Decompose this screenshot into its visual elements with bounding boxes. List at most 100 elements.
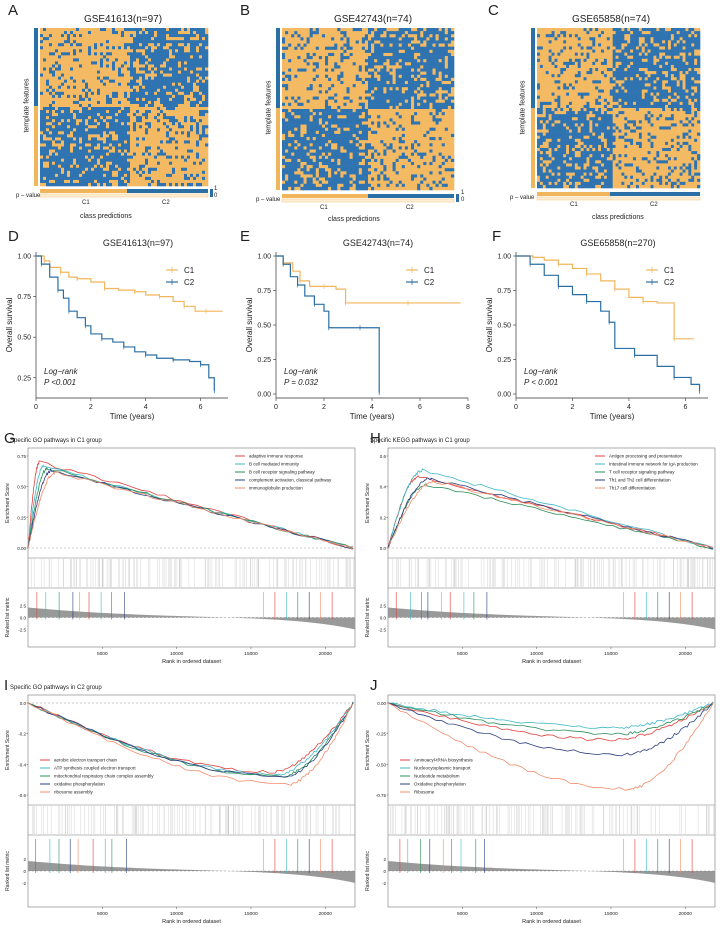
heatmap-cell: [112, 67, 116, 71]
heatmap-cell: [64, 85, 68, 90]
heatmap-cell: [309, 52, 314, 57]
heatmap-cell: [139, 55, 143, 59]
heatmap-cell: [377, 77, 381, 82]
heatmap-cell: [178, 37, 182, 41]
heatmap-cell: [450, 28, 455, 32]
heatmap-cell: [52, 170, 56, 175]
heatmap-cell: [49, 79, 53, 83]
heatmap-cell: [199, 128, 203, 132]
heatmap-cell: [371, 68, 375, 72]
heatmap-cell: [76, 28, 80, 32]
heatmap-cell: [300, 96, 304, 100]
heatmap-cell: [121, 143, 125, 147]
heatmap-cell: [315, 118, 320, 122]
heatmap-cell: [395, 96, 400, 100]
heatmap-cell: [318, 93, 323, 97]
heatmap-cell: [82, 94, 86, 99]
heatmap-cell: [340, 87, 344, 91]
heatmap-cell: [199, 116, 203, 120]
heatmap-cell: [40, 122, 44, 126]
heatmap-cell: [103, 31, 107, 35]
heatmap-cell: [377, 34, 381, 38]
heatmap-cell: [91, 158, 95, 162]
heatmap-cell: [401, 124, 406, 128]
heatmap-cell: [52, 46, 56, 50]
heatmap-cell: [94, 82, 98, 87]
heatmap-cell: [103, 119, 107, 123]
heatmap-cell: [97, 173, 101, 178]
heatmap-cell: [58, 40, 62, 44]
feature-bar-c2: [34, 28, 38, 106]
heatmap-cell: [151, 113, 155, 117]
heatmap-cell: [94, 52, 98, 56]
heatmap-cell: [160, 170, 164, 175]
heatmap-cell: [46, 58, 50, 62]
heatmap-cell: [100, 52, 104, 56]
heatmap-cell: [163, 149, 167, 153]
heatmap-cell: [154, 91, 158, 96]
heatmap-cell: [40, 76, 44, 80]
heatmap-cell: [383, 62, 387, 66]
heatmap-cell: [178, 119, 182, 123]
heatmap-cell: [88, 43, 92, 47]
heatmap-cell: [73, 43, 77, 47]
heatmap-cell: [172, 46, 176, 50]
heatmap-cell: [386, 127, 390, 132]
heatmap-cell: [88, 110, 92, 114]
heatmap-cell: [190, 170, 194, 175]
heatmap-cell: [91, 82, 95, 87]
heatmap-cell: [178, 91, 182, 96]
heatmap-cell: [139, 58, 143, 62]
heatmap-cell: [358, 105, 363, 110]
heatmap-cell: [100, 97, 104, 102]
heatmap-cell: [166, 49, 170, 53]
heatmap-cell: [349, 34, 353, 38]
heatmap-cell: [331, 140, 335, 144]
heatmap-cell: [386, 80, 390, 85]
heatmap-cell: [349, 115, 353, 119]
heatmap-cell: [142, 113, 146, 117]
heatmap-cell: [309, 43, 314, 47]
heatmap-cell: [76, 100, 80, 105]
heatmap-cell: [142, 67, 146, 71]
heatmap-cell: [76, 40, 80, 44]
heatmap-cell: [175, 158, 179, 162]
heatmap-cell: [43, 149, 47, 153]
heatmap-cell: [294, 115, 298, 119]
heatmap-cell: [371, 87, 375, 91]
heatmap-cell: [325, 37, 329, 41]
heatmap-cell: [444, 87, 449, 91]
heatmap-cell: [151, 46, 155, 50]
heatmap-cell: [79, 79, 83, 83]
heatmap-cell: [175, 134, 179, 138]
heatmap-cell: [447, 52, 452, 57]
heatmap-cell: [178, 161, 182, 166]
heatmap-cell: [118, 155, 122, 159]
heatmap-cell: [106, 31, 110, 35]
heatmap-cell: [88, 58, 92, 62]
heatmap-cell: [187, 179, 191, 184]
heatmap-cell: [100, 170, 104, 175]
heatmap-cell: [340, 43, 344, 47]
heatmap-cell: [199, 64, 203, 68]
heatmap-cell: [325, 77, 329, 82]
heatmap-cell: [328, 62, 332, 66]
heatmap-cell: [358, 115, 363, 119]
heatmap-cell: [426, 93, 430, 97]
heatmap-cell: [282, 121, 286, 125]
heatmap-cell: [52, 182, 56, 187]
heatmap-cell: [169, 176, 173, 181]
heatmap-cell: [64, 70, 68, 74]
heatmap-cell: [133, 52, 137, 56]
heatmap-cell: [49, 55, 53, 59]
heatmap-cell: [374, 130, 378, 135]
heatmap-cell: [291, 56, 295, 60]
heatmap-cell: [383, 112, 387, 116]
heatmap-cell: [205, 43, 209, 47]
heatmap-cell: [112, 76, 116, 80]
heatmap-cell: [343, 115, 347, 119]
heatmap-cell: [181, 82, 185, 87]
heatmap-cell: [411, 130, 415, 135]
heatmap-cell: [205, 37, 209, 41]
heatmap-cell: [187, 88, 191, 93]
